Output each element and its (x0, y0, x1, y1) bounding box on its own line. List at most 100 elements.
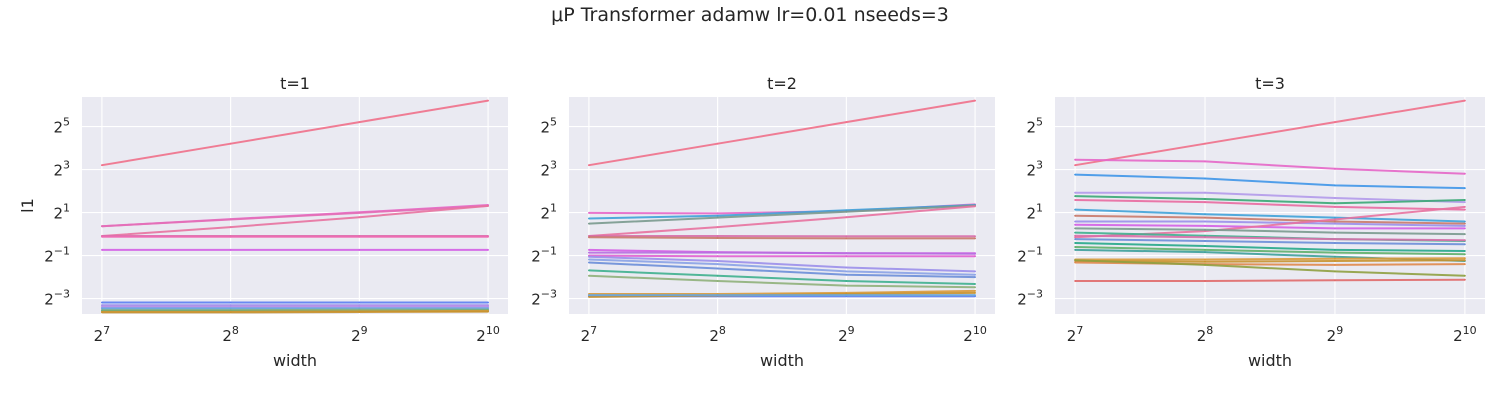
y-tick-label-exp: −3 (541, 288, 557, 301)
series-line (588, 204, 976, 225)
data-point (588, 274, 590, 277)
data-point (1334, 242, 1336, 244)
data-point (716, 237, 719, 239)
x-tick-label-exp: 10 (1463, 324, 1477, 337)
data-point (1464, 263, 1466, 265)
data-point (716, 142, 719, 145)
series-line (101, 204, 489, 228)
data-point (588, 164, 590, 167)
data-point (974, 290, 976, 292)
y-tick-label-exp: 3 (1036, 159, 1043, 172)
data-point (1074, 223, 1076, 226)
data-point (1464, 239, 1466, 242)
y-tick-label: 23 (540, 159, 557, 180)
data-point (1204, 213, 1206, 216)
x-tick-label-base: 2 (838, 327, 848, 345)
data-point (588, 294, 590, 296)
y-tick-label: 2−3 (531, 288, 557, 309)
data-point (1204, 245, 1206, 247)
data-point (974, 276, 976, 278)
data-point (588, 261, 590, 264)
data-point (845, 209, 848, 212)
data-point (1334, 197, 1336, 199)
series-line (588, 204, 976, 220)
data-point (1464, 250, 1466, 252)
x-axis-label: width (1248, 351, 1292, 370)
data-point (101, 301, 103, 304)
x-tick-label: 29 (351, 324, 368, 345)
series-line (588, 261, 976, 279)
series-line (1075, 220, 1465, 227)
x-tick-label: 29 (838, 324, 855, 345)
y-tick-label-base: 2 (540, 205, 550, 223)
series-line (1075, 259, 1465, 263)
data-point (1074, 208, 1076, 211)
x-tick-label-base: 2 (709, 327, 719, 345)
y-tick-label-base: 2 (53, 119, 63, 137)
y-tick-label-base: 2 (531, 291, 541, 309)
subplot-title: t=2 (767, 74, 797, 93)
data-point (101, 225, 103, 228)
data-point (229, 218, 232, 221)
y-axis-label: l1 (18, 198, 37, 213)
series-line (588, 255, 976, 273)
y-tick-label-exp: −1 (541, 245, 557, 258)
x-tick-label-base: 2 (1453, 327, 1463, 345)
series-line (588, 236, 976, 240)
y-tick-label: 2−1 (44, 245, 70, 266)
data-point (358, 121, 361, 123)
data-point (229, 235, 232, 238)
data-point (1464, 201, 1466, 204)
x-tick-label: 28 (222, 324, 239, 345)
data-point (716, 280, 719, 282)
data-point (845, 280, 848, 282)
data-point (1464, 199, 1466, 201)
x-tick-label: 210 (963, 324, 987, 345)
data-point (716, 267, 719, 270)
data-point (1074, 246, 1076, 248)
series-line (1075, 158, 1465, 175)
y-tick-label: 23 (53, 159, 70, 180)
y-tick-label: 21 (1026, 202, 1043, 223)
data-point (1464, 99, 1466, 102)
data-point (1204, 191, 1206, 194)
y-tick-label-base: 2 (1026, 205, 1036, 223)
plot-background (569, 97, 995, 314)
data-point (588, 296, 590, 298)
data-point (101, 164, 103, 167)
data-point (358, 249, 361, 251)
data-point (1074, 164, 1076, 167)
data-point (1464, 225, 1466, 227)
x-axis-label: width (760, 351, 804, 370)
series-line (1075, 278, 1465, 282)
data-point (487, 301, 489, 304)
data-point (845, 255, 848, 258)
data-point (358, 301, 361, 304)
data-point (1334, 249, 1336, 251)
y-tick-label-exp: 3 (63, 159, 70, 172)
series-line (588, 258, 976, 276)
x-tick-label: 28 (1197, 324, 1214, 345)
data-point (1204, 240, 1206, 242)
x-tick-label-base: 2 (476, 327, 486, 345)
data-point (716, 235, 719, 237)
y-tick-label: 25 (1026, 116, 1043, 137)
x-tick-label: 27 (581, 324, 598, 345)
x-tick-label-exp: 7 (103, 324, 110, 337)
y-tick-label: 21 (53, 202, 70, 223)
data-point (1204, 236, 1206, 239)
data-point (1464, 208, 1466, 211)
x-tick-label-exp: 9 (361, 324, 368, 337)
x-tick-label-base: 2 (94, 327, 104, 345)
data-point (1464, 227, 1466, 230)
x-tick-label-base: 2 (581, 327, 591, 345)
data-point (716, 226, 719, 229)
data-point (358, 216, 361, 219)
x-tick-label: 29 (1327, 324, 1344, 345)
series-line (1075, 242, 1465, 252)
series-group (101, 99, 489, 314)
data-point (1464, 187, 1466, 190)
data-point (1334, 184, 1336, 187)
y-tick-label-base: 2 (1017, 248, 1027, 266)
